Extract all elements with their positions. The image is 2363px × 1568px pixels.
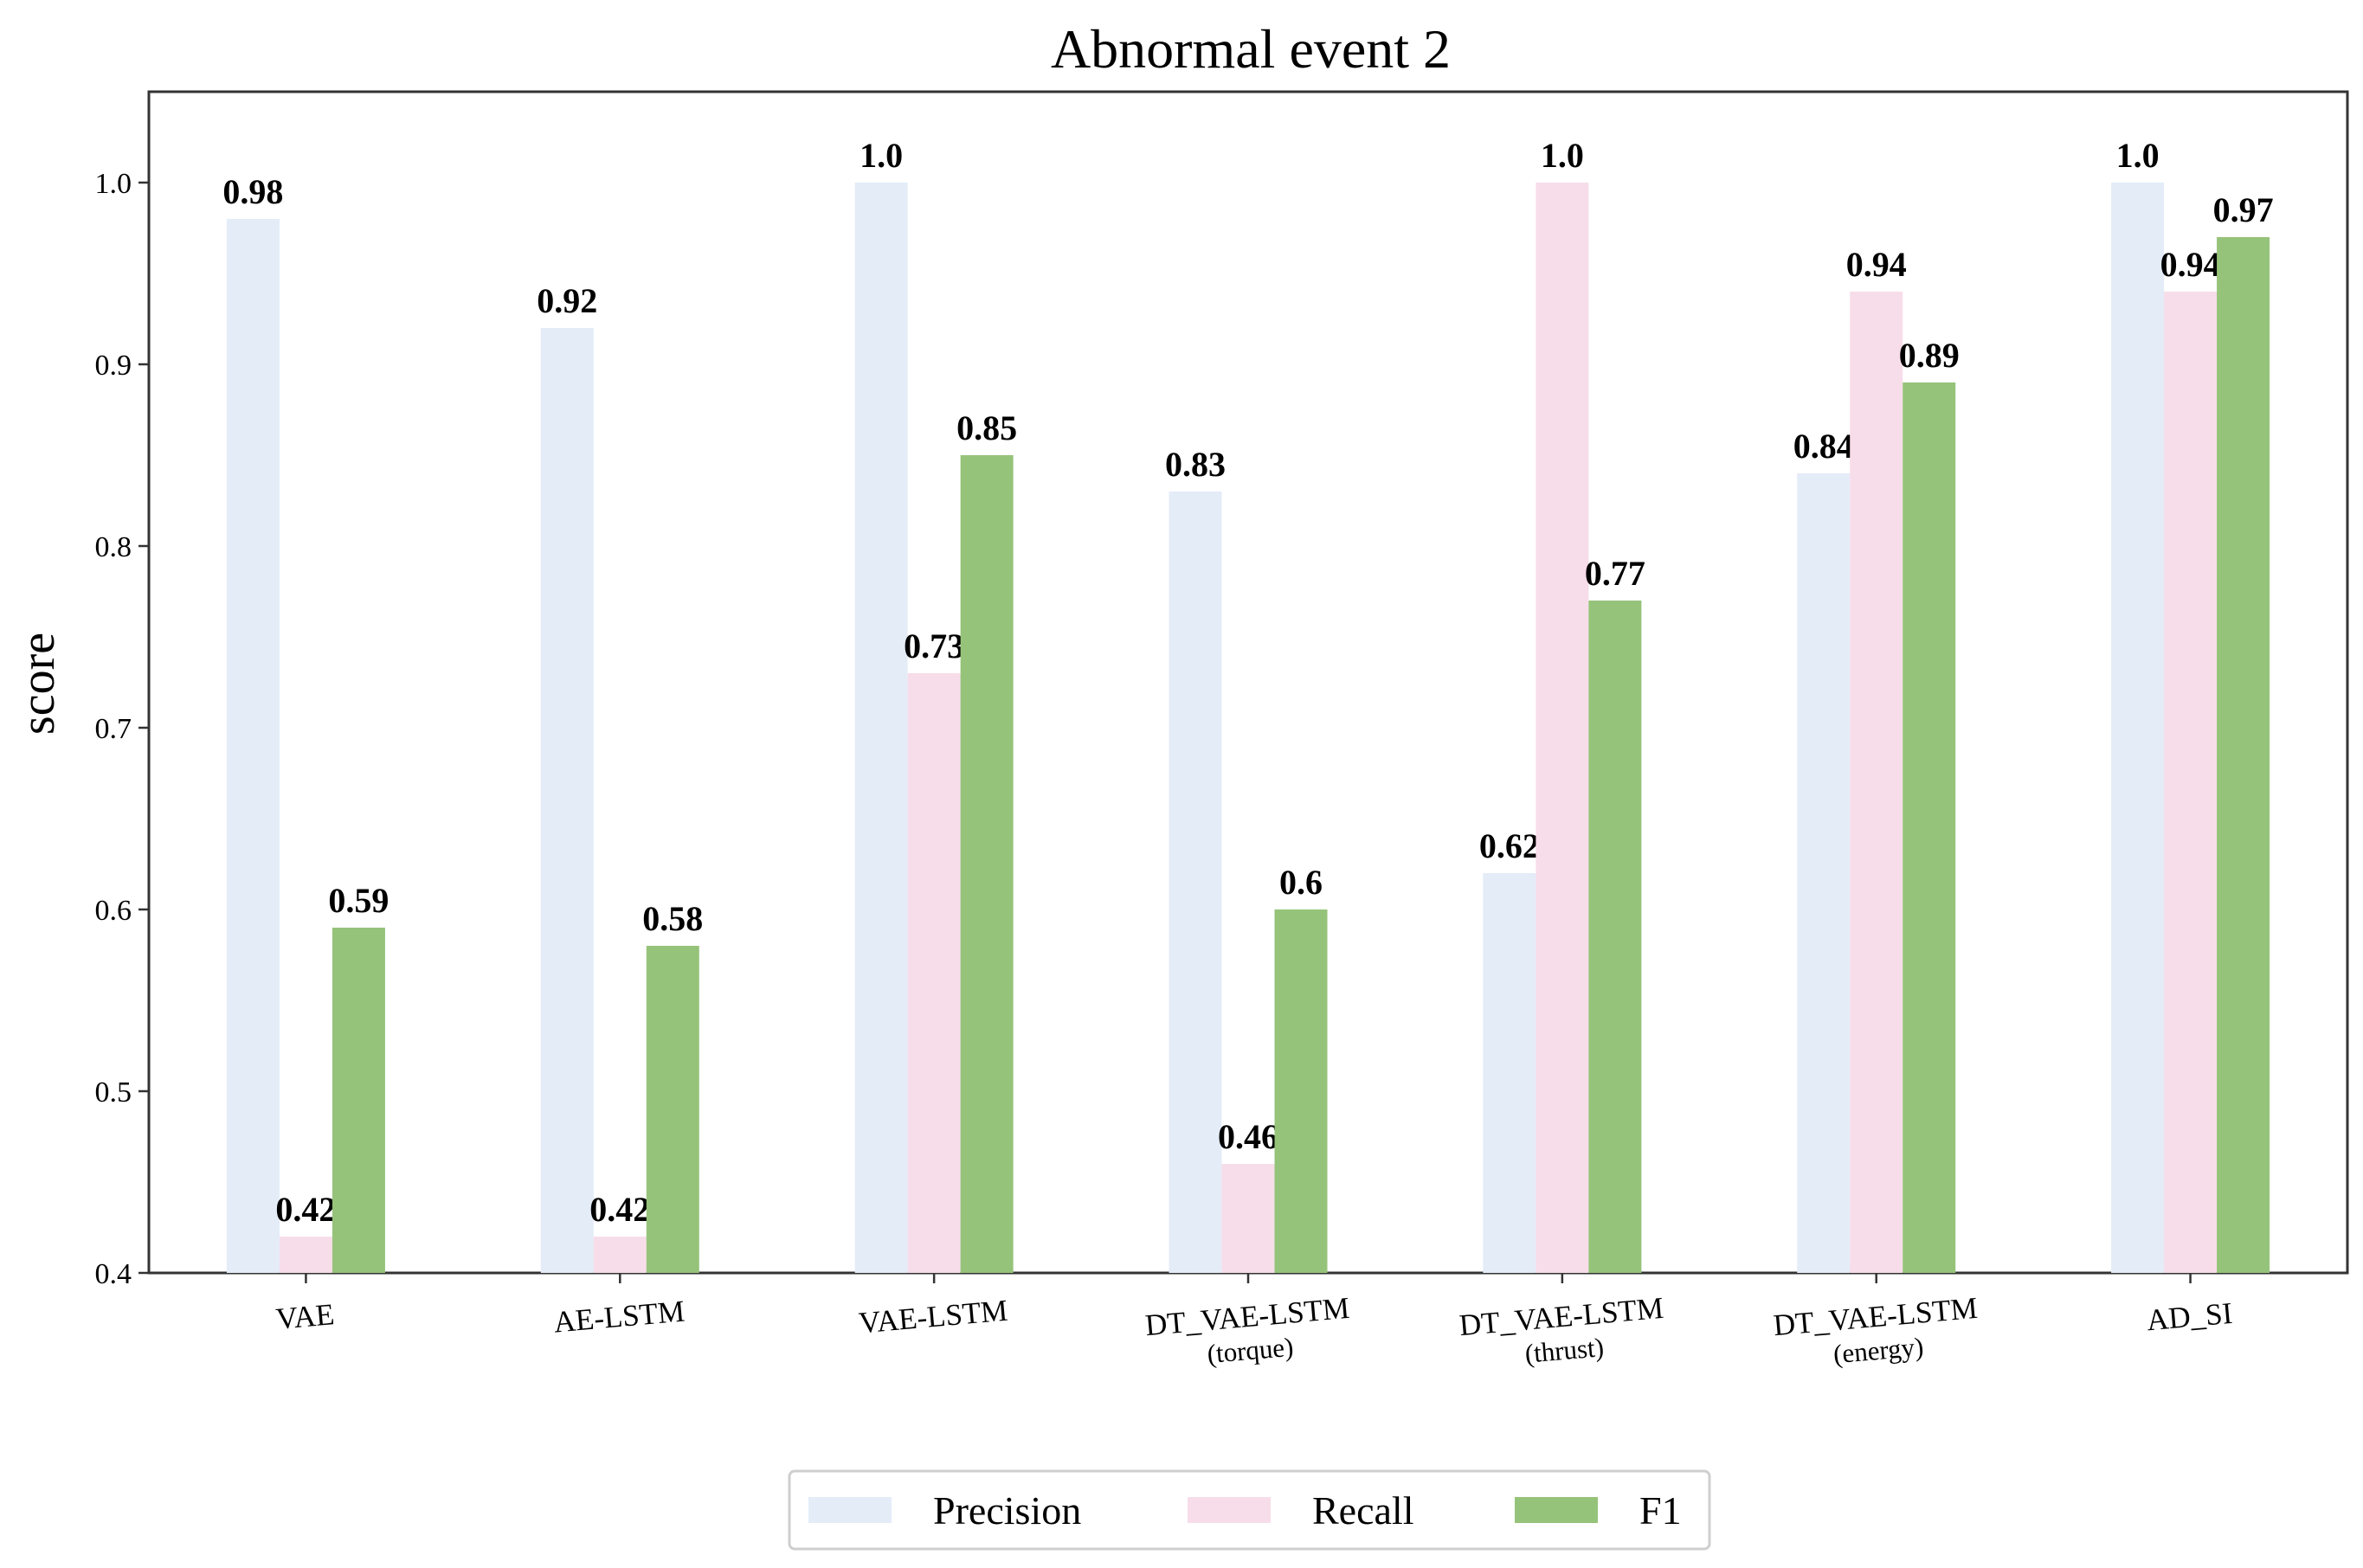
y-tick-label: 0.5 [95,1076,132,1109]
bar-f1 [960,455,1014,1273]
y-tick-label: 1.0 [95,168,132,200]
chart-title: Abnormal event 2 [1051,18,1451,80]
data-label: 0.98 [222,172,283,211]
data-label: 0.6 [1279,863,1323,902]
data-label: 1.0 [860,136,903,175]
bar-f1 [2217,237,2270,1273]
bar-recall [1536,183,1589,1273]
legend-label-f1: F1 [1639,1488,1682,1533]
data-label: 0.92 [537,281,597,320]
bar-recall [907,673,961,1273]
data-label: 0.85 [956,408,1017,447]
bar-precision [2111,183,2165,1273]
bar-precision [1483,873,1536,1273]
bar-recall [593,1237,647,1273]
x-tick-label: AD_SI [2145,1296,2233,1337]
data-label: 0.89 [1899,336,1960,375]
y-axis-label: score [11,633,65,735]
legend-swatch-recall [1188,1497,1271,1523]
bar-f1 [1274,909,1328,1273]
data-label: 0.46 [1218,1117,1278,1156]
bar-f1 [332,928,385,1273]
bar-precision [854,183,908,1273]
data-label: 0.42 [275,1190,336,1229]
bar-precision [226,219,280,1273]
y-tick-label: 0.8 [95,531,132,563]
data-label: 0.62 [1479,826,1540,865]
x-tick-label: VAE-LSTM [858,1294,1009,1340]
y-tick-label: 0.4 [95,1258,132,1290]
bar-recall [1850,292,1903,1273]
bar-f1 [1903,382,1956,1273]
x-tick-label: DT_VAE-LSTM(energy) [1772,1291,1981,1374]
data-label: 0.83 [1165,445,1226,484]
y-tick-label: 0.7 [95,713,132,745]
legend-swatch-f1 [1515,1497,1598,1523]
legend-label-recall: Recall [1312,1488,1414,1533]
plot-area: 0.4 0.5 0.6 0.7 0.8 0.9 1.0 0.98 0.42 0.59 VAE 0.92… [95,90,2349,1374]
data-label: 0.73 [904,627,964,665]
data-label: 0.77 [1585,554,1645,593]
x-tick-label: AE-LSTM [552,1295,686,1340]
bar-recall [279,1237,332,1273]
x-tick-label: DT_VAE-LSTM(thrust) [1458,1291,1667,1374]
data-label: 0.59 [328,881,389,920]
data-label: 0.94 [2160,245,2221,284]
bar-recall [2164,292,2218,1273]
plot-frame [147,90,2349,1275]
legend: Precision Recall F1 [788,1469,1711,1551]
x-tick-label: DT_VAE-LSTM(torque) [1143,1291,1353,1374]
bar-precision [1169,492,1222,1273]
data-label: 0.84 [1793,427,1854,466]
legend-label-precision: Precision [933,1488,1081,1533]
legend-swatch-precision [808,1497,892,1523]
data-label: 0.42 [589,1190,650,1229]
x-tick-label: VAE [274,1297,336,1336]
data-label: 1.0 [2116,136,2160,175]
data-label: 0.97 [2213,190,2274,229]
data-label: 0.94 [1846,245,1907,284]
y-tick-label: 0.6 [95,895,132,927]
bar-precision [540,328,594,1273]
bar-f1 [646,946,699,1273]
bar-f1 [1588,601,1642,1273]
y-tick-label: 0.9 [95,350,132,382]
bar-precision [1797,473,1851,1273]
data-label: 0.58 [642,899,703,938]
bar-recall [1221,1164,1275,1273]
data-label: 1.0 [1541,136,1584,175]
